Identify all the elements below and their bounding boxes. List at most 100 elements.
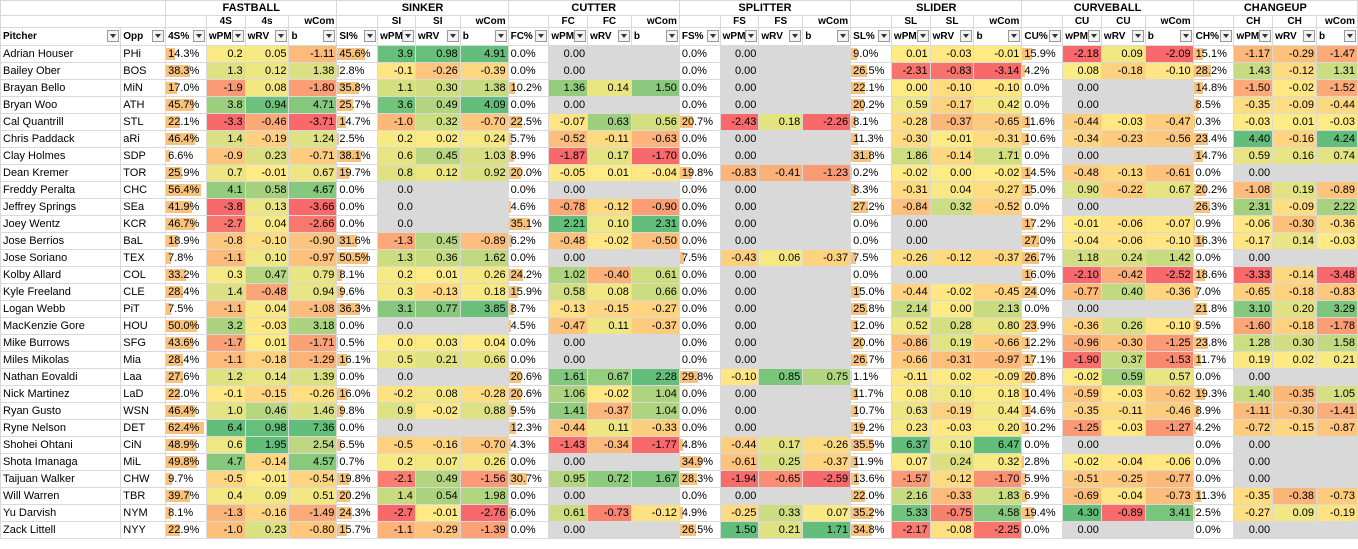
pitch-value-cell[interactable]: 1.4 <box>377 487 416 505</box>
run-value-cell[interactable]: -0.22 <box>1100 181 1146 199</box>
usage-pct-cell[interactable]: 28.4% <box>165 283 207 301</box>
table-row[interactable]: Chris Paddack aRi 46.4% 1.4 -0.19 1.24 2.5% 0.2… <box>0 130 1358 148</box>
table-row[interactable]: Yu Darvish NYM 8.1% -1.3 -0.16 -1.49 24.3% -2.7… <box>0 504 1358 522</box>
combined-value-cell[interactable]: -0.36 <box>1316 215 1358 233</box>
combined-value-cell[interactable]: -0.03 <box>1316 232 1358 250</box>
usage-pct-cell[interactable]: 15.9% <box>507 283 550 301</box>
run-value-cell[interactable]: -0.18 <box>1100 62 1146 80</box>
table-row[interactable]: Logan Webb PiT 7.5% -1.1 0.04 -1.08 36.3% 3.1 0.… <box>0 300 1358 318</box>
run-value-cell[interactable]: 0.98 <box>414 45 461 63</box>
combined-value-cell[interactable]: -1.71 <box>288 334 338 352</box>
run-value-cell[interactable]: -0.65 <box>758 470 804 488</box>
run-value-cell[interactable]: 0.85 <box>758 368 804 386</box>
pitch-value-cell[interactable]: 0.00 <box>719 487 760 505</box>
pitch-value-cell[interactable]: 6.37 <box>890 436 931 454</box>
pitch-value-cell[interactable]: -0.78 <box>548 198 589 216</box>
combined-value-cell[interactable]: -3.71 <box>288 113 338 131</box>
pitch-value-cell[interactable]: -0.44 <box>890 283 931 301</box>
pitch-value-cell[interactable]: -0.2 <box>377 385 416 403</box>
usage-pct-cell[interactable]: 11.6% <box>1021 113 1064 131</box>
table-row[interactable]: Miles Mikolas Mia 28.4% -1.1 -0.18 -1.29 16.1%… <box>0 351 1358 369</box>
pitch-value-cell[interactable]: 0.2 <box>205 45 246 63</box>
pitch-value-cell[interactable]: -1.3 <box>377 232 416 250</box>
run-value-cell[interactable] <box>758 79 804 97</box>
run-value-cell[interactable]: 0.12 <box>244 62 290 80</box>
opponent[interactable]: SDP <box>120 147 167 165</box>
usage-pct-cell[interactable]: 2.8% <box>336 62 379 80</box>
pitch-value-cell[interactable]: -1.0 <box>377 113 416 131</box>
pitch-value-cell[interactable]: 0.08 <box>890 385 931 403</box>
combined-value-cell[interactable]: 0.20 <box>973 419 1023 437</box>
opponent[interactable]: STL <box>120 113 167 131</box>
usage-pct-cell[interactable]: 16.0% <box>336 385 379 403</box>
run-value-cell[interactable]: -0.04 <box>1100 453 1146 471</box>
combined-value-cell[interactable]: 1.42 <box>1144 249 1194 267</box>
pitch-value-cell[interactable]: -1.11 <box>1233 402 1274 420</box>
pitch-value-cell[interactable]: 0.00 <box>548 453 589 471</box>
pitch-value-cell[interactable]: -0.48 <box>1062 164 1102 182</box>
combined-value-cell[interactable]: 2.28 <box>630 368 680 386</box>
usage-pct-cell[interactable]: 25.7% <box>336 96 379 114</box>
pitcher-name[interactable]: Adrian Houser <box>0 45 122 63</box>
pitch-value-cell[interactable]: 0.00 <box>719 266 760 284</box>
combined-value-cell[interactable]: 0.07 <box>802 504 852 522</box>
run-value-cell[interactable]: -0.18 <box>244 351 290 369</box>
combined-value-cell[interactable]: 1.04 <box>630 385 680 403</box>
run-value-cell[interactable] <box>587 45 632 63</box>
usage-pct-cell[interactable]: 10.7% <box>850 402 892 420</box>
pitch-value-cell[interactable]: 0.95 <box>548 470 589 488</box>
usage-pct-cell[interactable]: 14.6% <box>1021 402 1064 420</box>
usage-pct-cell[interactable]: 10.2% <box>507 79 550 97</box>
combined-value-cell[interactable]: -0.10 <box>973 79 1023 97</box>
usage-pct-cell[interactable]: 2.5% <box>1192 504 1235 522</box>
usage-pct-cell[interactable]: 11.3% <box>850 130 892 148</box>
run-value-cell[interactable]: 0.46 <box>244 402 290 420</box>
pitch-value-cell[interactable]: 3.10 <box>1233 300 1274 318</box>
combined-value-cell[interactable]: -0.71 <box>288 147 338 165</box>
usage-pct-cell[interactable]: 25.9% <box>165 164 207 182</box>
pitch-value-cell[interactable]: -1.3 <box>205 504 246 522</box>
run-value-cell[interactable]: -0.26 <box>414 62 461 80</box>
combined-value-cell[interactable]: 0.92 <box>459 164 509 182</box>
combined-value-cell[interactable]: -1.70 <box>630 147 680 165</box>
pitch-value-cell[interactable]: 1.2 <box>205 368 246 386</box>
pitcher-name[interactable]: Nick Martinez <box>0 385 122 403</box>
combined-value-cell[interactable]: 1.62 <box>459 249 509 267</box>
run-value-cell[interactable]: 0.01 <box>1272 113 1317 131</box>
combined-value-cell[interactable]: -0.63 <box>630 130 680 148</box>
usage-pct-cell[interactable]: 24.0% <box>1021 283 1064 301</box>
usage-pct-cell[interactable]: 0.0% <box>336 419 379 437</box>
table-row[interactable]: Shohei Ohtani CiN 48.9% 0.6 1.95 2.54 6.5% -0.5… <box>0 436 1358 454</box>
usage-pct-cell[interactable]: 15.9% <box>1021 45 1064 63</box>
combined-value-cell[interactable]: -0.07 <box>1144 215 1194 233</box>
usage-pct-cell[interactable]: 38.3% <box>165 62 207 80</box>
run-value-cell[interactable] <box>1272 249 1317 267</box>
usage-pct-cell[interactable]: 6.2% <box>507 232 550 250</box>
filter-dropdown-icon[interactable] <box>494 30 507 42</box>
usage-pct-cell[interactable]: 23.9% <box>1021 317 1064 335</box>
usage-pct-cell[interactable]: 24.3% <box>336 504 379 522</box>
combined-value-cell[interactable]: -2.26 <box>802 113 852 131</box>
usage-pct-cell[interactable]: 16.0% <box>1021 266 1064 284</box>
pitch-value-cell[interactable]: 0.00 <box>719 215 760 233</box>
run-value-cell[interactable]: -0.02 <box>414 402 461 420</box>
run-value-cell[interactable]: 0.24 <box>1100 249 1146 267</box>
run-value-cell[interactable]: 0.14 <box>1272 232 1317 250</box>
pitch-value-cell[interactable]: 0.59 <box>1233 147 1274 165</box>
usage-pct-cell[interactable]: 11.9% <box>850 453 892 471</box>
pitch-value-cell[interactable]: -2.43 <box>719 113 760 131</box>
combined-value-cell[interactable]: 1.05 <box>1316 385 1358 403</box>
combined-value-cell[interactable]: -0.77 <box>1144 470 1194 488</box>
pitch-value-cell[interactable]: 0.63 <box>890 402 931 420</box>
usage-pct-cell[interactable]: 0.0% <box>1192 368 1235 386</box>
run-value-cell[interactable] <box>758 419 804 437</box>
pitch-value-cell[interactable]: -0.1 <box>205 385 246 403</box>
pitcher-name[interactable]: Bryan Woo <box>0 96 122 114</box>
pitch-value-cell[interactable]: -0.05 <box>548 164 589 182</box>
usage-pct-cell[interactable]: 17.0% <box>165 79 207 97</box>
run-value-cell[interactable] <box>758 300 804 318</box>
pitch-value-cell[interactable]: 1.41 <box>548 402 589 420</box>
combined-value-cell[interactable]: 7.36 <box>288 419 338 437</box>
run-value-cell[interactable] <box>758 385 804 403</box>
run-value-cell[interactable] <box>587 453 632 471</box>
